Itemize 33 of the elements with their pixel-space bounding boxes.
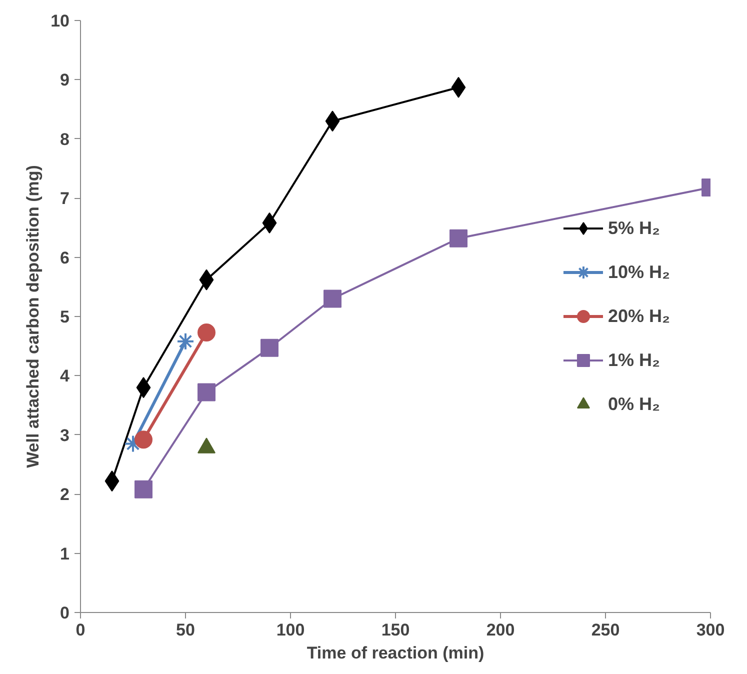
x-tick-label: 0 (76, 620, 86, 640)
y-tick-label: 4 (60, 366, 70, 386)
point (260, 338, 278, 357)
y-tick-label: 6 (60, 248, 70, 268)
point (198, 324, 216, 342)
point (450, 229, 468, 248)
y-tick-label: 10 (50, 12, 70, 30)
point (176, 332, 194, 350)
y-tick-label: 1 (60, 544, 70, 564)
y-tick-label: 0 (60, 604, 70, 622)
legend-label: 10% H₂ (608, 262, 670, 282)
x-tick-label: 250 (591, 620, 620, 640)
point (134, 480, 152, 498)
legend-label: 0% H₂ (608, 394, 660, 414)
point (198, 383, 216, 402)
legend-label: 1% H₂ (608, 350, 660, 370)
point (324, 290, 342, 308)
y-tick-label: 9 (60, 70, 70, 90)
x-tick-label: 50 (176, 620, 195, 640)
y-tick-label: 7 (60, 189, 70, 208)
legend-label: 5% H₂ (608, 218, 660, 238)
legend-label: 20% H₂ (608, 306, 670, 326)
x-axis-title: Time of reaction (min) (306, 644, 484, 662)
x-tick-label: 150 (381, 620, 410, 640)
x-tick-label: 300 (696, 620, 725, 640)
y-tick-label: 3 (60, 426, 70, 445)
y-axis-title: Well attached carbon deposition (mg) (24, 165, 43, 468)
x-tick-label: 100 (276, 620, 305, 640)
y-tick-label: 2 (60, 485, 70, 504)
x-tick-label: 200 (486, 620, 515, 640)
y-tick-label: 5 (60, 308, 70, 326)
y-tick-label: 8 (60, 130, 70, 149)
point (134, 430, 152, 449)
